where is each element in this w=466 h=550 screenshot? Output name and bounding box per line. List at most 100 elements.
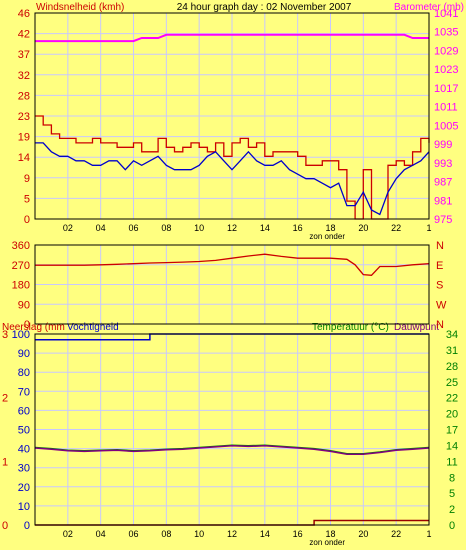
rain-y-tick: 3 <box>2 329 8 341</box>
humidity-x-tick: 1 <box>426 529 431 539</box>
barometer-y-tick: 1017 <box>434 83 458 95</box>
wind-gust-line <box>35 115 430 220</box>
wind-y-tick: 32 <box>18 70 30 82</box>
humidity-y-tick: 50 <box>18 425 30 437</box>
wind-y-tick: 19 <box>18 132 30 144</box>
humidity-y-tick: 0 <box>24 520 30 532</box>
temperature-y-tick: 28 <box>446 361 458 373</box>
wind-plot-frame <box>34 12 430 220</box>
barometer-y-tick: 1029 <box>434 45 458 57</box>
rain-y-tick: 1 <box>2 456 8 468</box>
barometer-y-tick: 993 <box>434 158 452 170</box>
wind-y-tick: 28 <box>18 90 30 102</box>
humidity-y-tick: 70 <box>18 386 30 398</box>
temperature-y-tick: 20 <box>446 409 458 421</box>
humidity-x-tick: 14 <box>260 529 270 539</box>
barometer-y-tick: 975 <box>434 214 452 226</box>
barometer-y-tick: 1023 <box>434 64 458 76</box>
humidity-y-tick: 60 <box>18 405 30 417</box>
temperature-y-tick: 2 <box>449 504 455 516</box>
humidity-x-tick: 20 <box>358 529 368 539</box>
wind-x-tick: 12 <box>227 223 237 233</box>
direction-y-tick: 180 <box>12 280 30 292</box>
compass-y-tick: N <box>436 319 444 331</box>
humidity-axis-title: Vochtigheid <box>67 322 119 333</box>
wind-y-tick: 0 <box>24 214 30 226</box>
temperature-y-tick: 22 <box>446 393 458 405</box>
temperature-axis-title: Temperatuur (°C) <box>312 322 389 333</box>
barometer-y-tick: 1011 <box>434 102 458 114</box>
humidity-x-tick: 22 <box>391 529 401 539</box>
wind-x-tick: 20 <box>358 223 368 233</box>
wind-x-tick: 06 <box>128 223 138 233</box>
humidity-x-tick: 02 <box>63 529 73 539</box>
wind-x-tick: 16 <box>293 223 303 233</box>
wind-x-tick: 22 <box>391 223 401 233</box>
wind-y-tick: 5 <box>24 193 30 205</box>
temperature-y-tick: 34 <box>446 329 458 341</box>
humidity-x-tick: 18 <box>325 529 335 539</box>
wind-plot-series <box>35 33 430 220</box>
humidity-x-tick: 08 <box>161 529 171 539</box>
wind-x-tick: 02 <box>63 223 73 233</box>
temperature-y-tick: 25 <box>446 377 458 389</box>
wind-x-tick: 1 <box>426 223 431 233</box>
dewpoint-line <box>34 445 430 455</box>
wind-y-tick: 9 <box>24 173 30 185</box>
temperature-y-tick: 8 <box>449 472 455 484</box>
temperature-y-tick: 5 <box>449 488 455 500</box>
wind-x-tick: 14 <box>260 223 270 233</box>
humidity-y-tick: 40 <box>18 444 30 456</box>
humidity-sunset-label: zon onder <box>309 538 345 545</box>
wind-x-tick: 18 <box>325 223 335 233</box>
barometer-y-tick: 981 <box>434 195 452 207</box>
humidity-plot-frame <box>34 333 430 526</box>
humidity-y-tick: 10 <box>18 501 30 513</box>
humidity-y-tick: 30 <box>18 463 30 475</box>
humidity-y-tick: 90 <box>18 348 30 360</box>
compass-y-tick: W <box>436 299 447 311</box>
wind-x-tick: 08 <box>161 223 171 233</box>
temperature-y-tick: 17 <box>446 425 458 437</box>
rain-y-tick: 0 <box>2 520 8 532</box>
dewpoint-axis-title: Dauwpunt <box>394 322 439 333</box>
direction-y-tick: 90 <box>18 299 30 311</box>
temperature-y-tick: 14 <box>446 440 458 452</box>
barometer-y-tick: 999 <box>434 139 452 151</box>
wind-sunset-label: zon onder <box>309 232 345 241</box>
direction-plot-frame <box>34 244 430 325</box>
axis-tick-labels: 0591419232832374246975981987993999100510… <box>2 8 458 547</box>
barometer-line <box>35 33 429 43</box>
wind-speed-line <box>35 142 430 216</box>
wind-x-tick: 10 <box>194 223 204 233</box>
temperature-y-tick: 11 <box>446 456 457 468</box>
barometer-axis-title: Barometer (mb) <box>394 2 464 13</box>
humidity-y-tick: 80 <box>18 367 30 379</box>
wind-y-tick: 42 <box>18 29 30 41</box>
wind-x-tick: 04 <box>96 223 106 233</box>
direction-y-tick: 270 <box>12 260 30 272</box>
barometer-y-tick: 1005 <box>434 120 458 132</box>
barometer-y-tick: 1035 <box>434 27 458 39</box>
compass-y-tick: S <box>436 280 443 292</box>
temperature-y-tick: 31 <box>446 345 458 357</box>
humidity-x-tick: 12 <box>227 529 237 539</box>
direction-y-tick: 0 <box>24 319 30 331</box>
wind-y-tick: 46 <box>18 8 30 20</box>
wind-y-tick: 37 <box>18 49 30 61</box>
chart-title: 24 hour graph day : 02 November 2007 <box>177 2 352 13</box>
humidity-x-tick: 06 <box>128 529 138 539</box>
direction-y-tick: 360 <box>12 240 30 252</box>
rain-axis-title: Neerslag (mm <box>2 322 65 333</box>
compass-y-tick: N <box>436 240 444 252</box>
humidity-x-tick: 10 <box>194 529 204 539</box>
wind-y-tick: 14 <box>18 152 30 164</box>
wind-direction-line <box>35 253 430 276</box>
humidity-y-tick: 20 <box>18 482 30 494</box>
wind-y-tick: 23 <box>18 111 30 123</box>
temperature-y-tick: 0 <box>449 520 455 532</box>
humidity-x-tick: 04 <box>96 529 106 539</box>
